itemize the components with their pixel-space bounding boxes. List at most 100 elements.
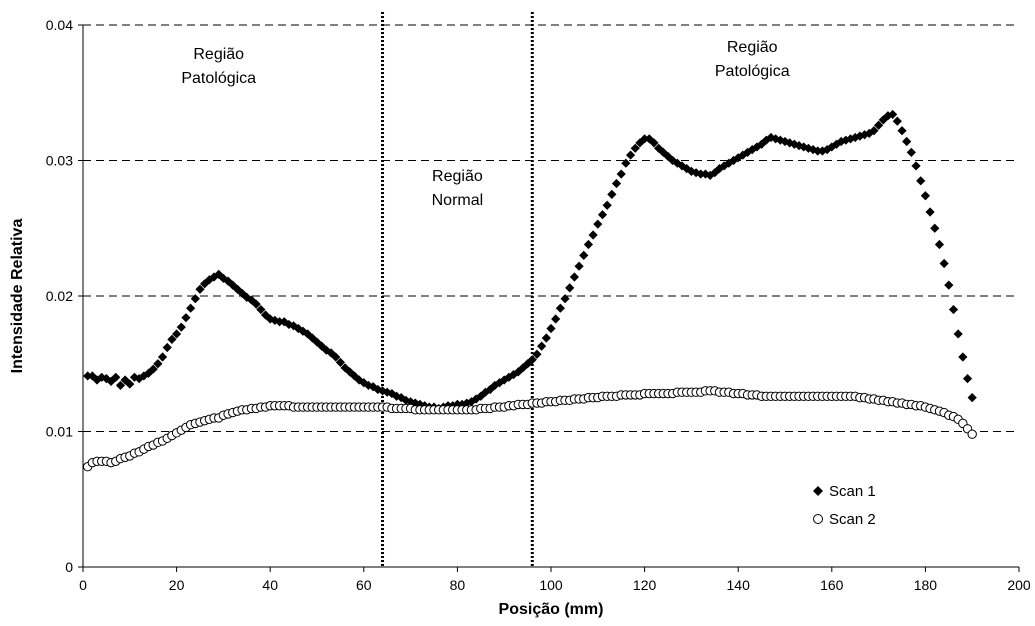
scan-1-point-5 — [106, 376, 116, 386]
scan-1-point-108 — [588, 230, 598, 240]
annotation-3: Região Patológica — [715, 39, 790, 80]
legend-label-scan-2: Scan 2 — [829, 511, 876, 528]
annotation-1: Região Patológica — [181, 46, 256, 87]
y-tick-labels: 0 0.01 0.02 0.03 0.04 — [46, 17, 83, 575]
scan-1-point-189 — [967, 393, 977, 403]
scan-1-point-156 — [813, 146, 823, 156]
scan-1-point-36 — [251, 299, 261, 309]
scan-1-point-53 — [331, 352, 341, 362]
scan-1-point-6 — [111, 372, 121, 382]
scan-1-point-126 — [672, 158, 682, 168]
annotation-2-line-2: Normal — [432, 192, 484, 209]
x-axis-title: Posição (mm) — [499, 601, 604, 618]
scan-1-point-71 — [415, 399, 425, 409]
scan-1-point-117 — [630, 143, 640, 153]
scan-1-point-143 — [752, 142, 762, 152]
scan-1-point-91 — [508, 369, 519, 380]
scan-2-point-189 — [967, 429, 977, 439]
scan-1-point-95 — [527, 355, 537, 365]
scan-1-point-113 — [611, 178, 622, 189]
scan-1-point-107 — [583, 239, 594, 250]
scan-1-point-0 — [83, 371, 93, 381]
scan-1-point-51 — [321, 345, 331, 355]
scan-1-point-160 — [831, 139, 842, 149]
scan-1-point-128 — [682, 164, 692, 174]
scan-1-point-150 — [785, 138, 795, 148]
annotation-1-line-1: Região — [193, 46, 244, 63]
scan-1-point-152 — [794, 140, 804, 151]
scan-1-point-182 — [934, 239, 945, 250]
annotation-2-line-1: Região — [432, 168, 483, 185]
legend-label-scan-1: Scan 1 — [829, 483, 876, 500]
legend: Scan 1 Scan 2 — [813, 483, 876, 528]
x-tick-label-10: 200 — [1007, 577, 1031, 593]
x-tick-label-2: 40 — [262, 577, 278, 593]
scan-1-point-178 — [916, 176, 926, 186]
scan-1-point-32 — [232, 284, 243, 294]
scan-1-point-118 — [635, 138, 645, 148]
scan-1-point-125 — [668, 155, 678, 166]
scan-1-point-116 — [625, 150, 636, 160]
scan-1-point-186 — [953, 329, 963, 339]
scan-1-point-169 — [874, 120, 884, 130]
scan-1-point-31 — [228, 280, 238, 290]
scan-1-point-153 — [799, 142, 809, 152]
x-tick-label-5: 100 — [539, 577, 563, 593]
scan-1-point-43 — [284, 319, 294, 330]
scan-1-point-115 — [621, 158, 631, 168]
y-tick-label-4: 0.04 — [46, 17, 73, 33]
annotation-1-line-2: Patológica — [181, 70, 256, 87]
y-tick-label-1: 0.01 — [46, 424, 73, 440]
scan-1-point-181 — [930, 223, 940, 233]
scan-1-point-17 — [162, 342, 172, 353]
scan-1-point-101 — [555, 303, 565, 313]
scan-1-point-3 — [97, 372, 107, 382]
scan-1-point-45 — [293, 323, 303, 334]
scan-1-point-109 — [593, 219, 603, 229]
x-tick-label-6: 120 — [633, 577, 657, 593]
scan-1-point-106 — [579, 250, 589, 260]
scan-1-point-142 — [747, 145, 757, 155]
scan-1-point-135 — [714, 164, 725, 174]
scan-1-point-179 — [920, 191, 930, 201]
scan-1-point-2 — [92, 375, 102, 385]
scan-1-point-99 — [546, 323, 556, 334]
scan-1-point-103 — [565, 283, 575, 293]
scan-1-point-96 — [532, 349, 542, 359]
scan-1-point-61 — [368, 382, 378, 392]
legend-marker-scan-2 — [813, 514, 823, 524]
scan-1-point-16 — [157, 352, 168, 362]
scan-1-point-114 — [616, 169, 626, 179]
scan-1-point-184 — [944, 280, 954, 290]
scan-1-point-10 — [129, 372, 140, 382]
scan-1-point-39 — [265, 314, 275, 324]
x-tick-labels: 0 20 40 60 80 100 120 140 160 180 200 — [79, 567, 1031, 593]
scan-1-point-46 — [298, 326, 308, 336]
scan-1-point-14 — [148, 364, 158, 374]
scan-1-point-112 — [607, 189, 617, 199]
scan-1-point-92 — [513, 367, 523, 377]
y-tick-label-2: 0.02 — [46, 288, 73, 304]
scan-1-point-70 — [410, 398, 420, 408]
scan-1-point-81 — [462, 398, 472, 408]
scan-1-point-174 — [897, 126, 907, 136]
x-tick-label-8: 160 — [820, 577, 844, 593]
scan-1-point-80 — [457, 399, 467, 409]
scan-1-point-11 — [134, 374, 144, 384]
scan-1-point-175 — [902, 136, 912, 147]
scan-1-point-15 — [153, 359, 163, 369]
gridlines — [83, 24, 1019, 432]
scan-1-point-7 — [115, 380, 126, 391]
scan-1-point-94 — [523, 359, 533, 369]
scan-1-point-23 — [190, 294, 200, 304]
scan-1-point-64 — [382, 387, 392, 397]
scan-1-point-144 — [757, 139, 767, 149]
x-tick-label-7: 140 — [727, 577, 751, 593]
scan-1-point-180 — [925, 207, 935, 217]
scan-1-point-63 — [377, 386, 388, 396]
scan-1-point-19 — [172, 329, 182, 339]
scan-1-point-98 — [541, 333, 551, 343]
scan-1-point-38 — [260, 310, 271, 320]
scan-1-point-167 — [864, 128, 874, 138]
